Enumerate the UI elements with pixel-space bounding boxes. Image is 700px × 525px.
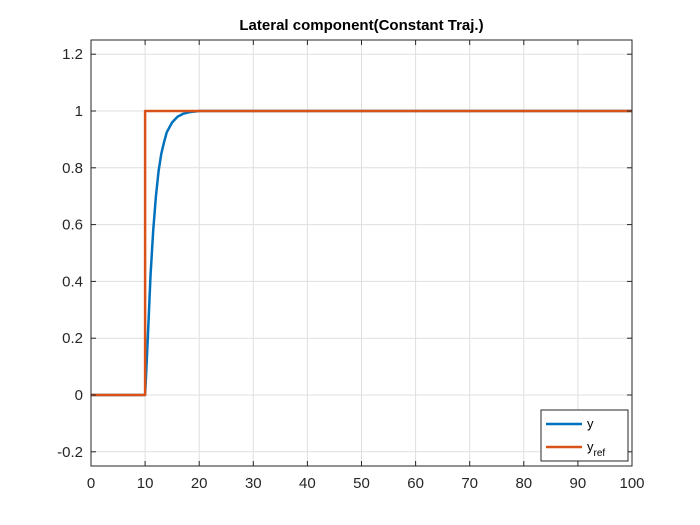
legend-box: [540, 409, 629, 462]
x-tick-label: 10: [137, 475, 154, 492]
x-tick-label: 40: [299, 475, 316, 492]
series-group: [91, 109, 632, 397]
x-tick-label: 80: [515, 475, 532, 492]
x-tick-label: 60: [407, 475, 424, 492]
legend-label-subscript: ref: [594, 448, 606, 459]
x-tick-label: 20: [191, 475, 208, 492]
tick-marks: [90, 40, 633, 466]
y-tick-label: 0.8: [62, 160, 83, 177]
x-tick-label: 0: [87, 475, 95, 492]
y-tick-label: 1: [75, 103, 83, 120]
y-tick-label: 0.6: [62, 217, 83, 234]
x-tick-label: 70: [461, 475, 478, 492]
y-tick-labels: -0.2 0 0.2 0.4 0.6 0.8 1 1.2: [57, 46, 83, 461]
legend-label: y: [587, 416, 594, 431]
x-tick-label: 30: [245, 475, 262, 492]
y-tick-label: 1.2: [62, 46, 83, 63]
series-line-y-ref: [91, 109, 632, 397]
y-tick-label: 0.2: [62, 330, 83, 347]
x-tick-label: 90: [570, 475, 587, 492]
y-tick-label: 0: [75, 387, 83, 404]
chart-title: Lateral component(Constant Traj.): [239, 17, 483, 34]
y-tick-label: 0.4: [62, 273, 83, 290]
x-tick-labels: 0 10 20 30 40 50 60 70 80 90 100: [87, 475, 645, 492]
x-tick-label: 50: [353, 475, 370, 492]
x-tick-label: 100: [619, 475, 644, 492]
y-tick-label: -0.2: [57, 444, 83, 461]
